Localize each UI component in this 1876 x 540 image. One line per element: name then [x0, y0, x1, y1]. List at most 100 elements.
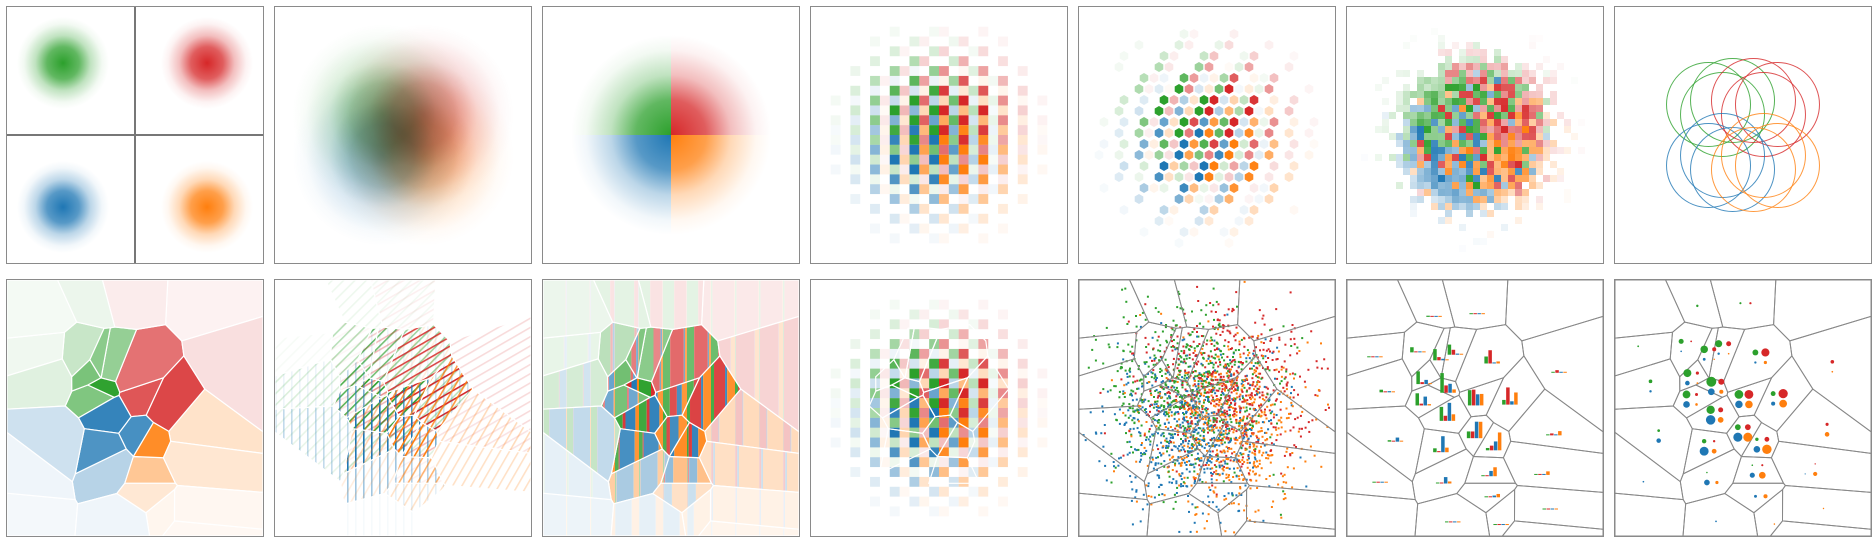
checker-cell	[968, 378, 979, 389]
pixel-cell	[1536, 112, 1543, 119]
checker-cell	[958, 378, 969, 389]
data-point-orange	[1255, 434, 1258, 437]
pixel-cell	[1473, 42, 1480, 49]
data-point-blue	[1166, 371, 1169, 374]
data-point-green	[1212, 287, 1215, 290]
checker-cell	[870, 398, 880, 408]
data-point-green	[1216, 370, 1219, 373]
pixel-cell	[1452, 84, 1459, 91]
checker-cell	[889, 174, 900, 185]
data-point-green	[1132, 390, 1135, 393]
data-point-orange	[1233, 451, 1236, 453]
data-point-green	[1187, 425, 1190, 428]
data-point-blue	[1163, 413, 1165, 416]
data-point-red	[1226, 355, 1229, 358]
voronoi-cell-outline	[1505, 280, 1603, 342]
checker-cell	[958, 105, 969, 116]
circle-glyph	[1642, 480, 1645, 483]
circle-blue	[1702, 357, 1706, 361]
data-point-blue	[1215, 443, 1218, 446]
density-quadrant-red	[671, 35, 771, 135]
separate-densities-panel	[6, 6, 264, 264]
contour-circle-blue	[1666, 122, 1752, 208]
checker-cell	[879, 75, 890, 86]
data-point-green	[1137, 448, 1140, 451]
checker-cell	[830, 398, 841, 408]
data-point-orange	[1227, 345, 1230, 348]
data-point-orange	[1251, 417, 1254, 420]
bar-green	[1551, 371, 1555, 373]
data-point-orange	[1157, 405, 1160, 408]
pixel-cell	[1515, 217, 1522, 224]
data-point-orange	[1229, 368, 1232, 371]
pixel-cell	[1536, 35, 1543, 42]
data-point-blue	[1168, 442, 1170, 445]
hexagon-cell	[1269, 139, 1279, 149]
checker-cell	[948, 184, 959, 195]
data-point-orange	[1253, 461, 1256, 464]
data-point-green	[1207, 422, 1210, 425]
checker-cell	[998, 358, 1008, 369]
bar-orange	[1497, 432, 1502, 451]
data-point-blue	[1160, 357, 1163, 360]
data-point-orange	[1239, 487, 1242, 490]
data-point-blue	[1237, 510, 1240, 513]
data-point-orange	[1265, 417, 1268, 420]
data-point-orange	[1242, 379, 1245, 382]
data-point-green	[1196, 390, 1199, 393]
bar-green	[1534, 473, 1538, 475]
pixel-cell	[1445, 105, 1452, 112]
data-point-orange	[1113, 470, 1115, 473]
data-point-orange	[1250, 418, 1253, 421]
checker-cell	[879, 348, 890, 359]
data-point-green	[1186, 344, 1189, 347]
checker-cell	[889, 46, 900, 57]
data-point-red	[1225, 437, 1228, 440]
checker-cell	[879, 378, 890, 389]
data-point-green	[1121, 288, 1124, 291]
data-point-blue	[1165, 446, 1167, 449]
bar-glyph	[1426, 315, 1442, 317]
data-point-green	[1160, 404, 1163, 407]
pixel-cell	[1473, 126, 1480, 133]
data-point-blue	[1102, 410, 1104, 413]
data-point-blue	[1135, 398, 1138, 401]
data-point-blue	[1214, 444, 1217, 447]
bar-orange	[1445, 359, 1449, 361]
data-point-orange	[1206, 456, 1209, 459]
data-point-red	[1171, 379, 1174, 382]
checker-cell	[1017, 417, 1028, 428]
data-point-orange	[1196, 506, 1199, 509]
data-point-green	[1116, 370, 1119, 373]
data-point-blue	[1101, 405, 1104, 408]
data-point-green	[1156, 339, 1159, 342]
separate-densities-plot	[7, 7, 263, 263]
data-point-orange	[1187, 500, 1190, 503]
data-point-blue	[1197, 383, 1200, 385]
blended-densities-plot	[292, 24, 514, 246]
checker-cell	[948, 174, 959, 185]
hexagon-cell	[1304, 128, 1314, 138]
data-point-green	[1207, 419, 1210, 422]
data-point-orange	[1150, 503, 1153, 506]
data-point-green	[1151, 372, 1154, 375]
checker-cell	[948, 378, 959, 389]
pixel-cell	[1410, 112, 1417, 119]
checker-cell	[889, 348, 900, 359]
data-point-green	[1166, 364, 1169, 366]
hexagon-cell	[1169, 95, 1179, 105]
hatched-cell-orange	[431, 441, 531, 493]
data-point-blue	[1135, 489, 1138, 492]
pixel-cell	[1487, 70, 1494, 77]
voronoi-cell	[181, 315, 263, 433]
bar-blue	[1493, 441, 1498, 451]
checker-cell	[889, 486, 900, 497]
bar-glyph	[1502, 387, 1518, 405]
checker-cell	[998, 203, 1008, 214]
pixel-cell	[1431, 189, 1438, 196]
pixel-cell	[1543, 154, 1550, 161]
data-point-red	[1242, 434, 1245, 437]
data-point-red	[1227, 324, 1230, 327]
data-point-blue	[1228, 467, 1231, 470]
pixel-cell	[1473, 91, 1480, 98]
